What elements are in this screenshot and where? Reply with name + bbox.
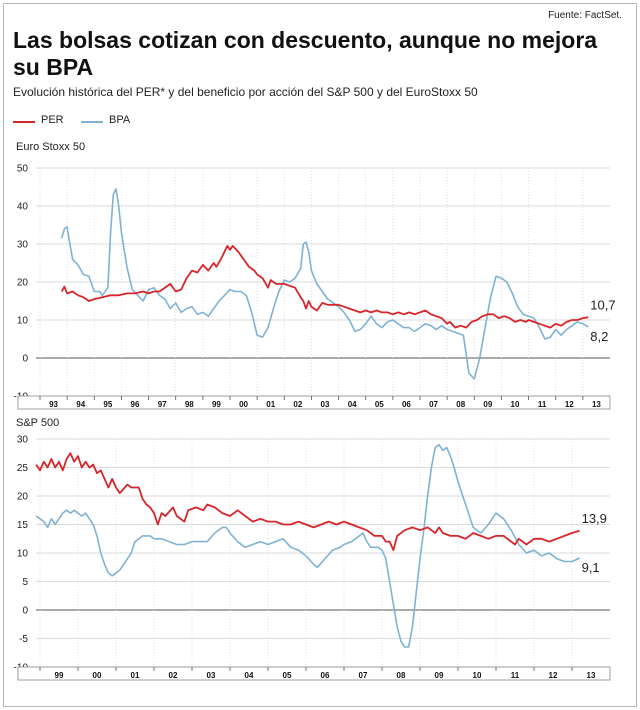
y-tick-label-sp500: 25 <box>17 463 29 474</box>
y-tick-label-sp500: -5 <box>19 634 28 645</box>
y-tick-label-sp500: 20 <box>17 492 29 503</box>
x-tick-label-sp500: 03 <box>207 671 216 680</box>
chart-subtitle: Evolución histórica del PER* y del benef… <box>13 85 478 99</box>
x-tick-label-sp500: 06 <box>321 671 330 680</box>
x-tick-label-eurostoxx: 09 <box>483 400 492 409</box>
x-tick-label-eurostoxx: 95 <box>103 400 112 409</box>
x-tick-label-sp500: 10 <box>473 671 482 680</box>
x-tick-label-eurostoxx: 12 <box>565 400 574 409</box>
infographic-frame <box>3 3 637 707</box>
series-line-per-eurostoxx <box>60 245 589 329</box>
x-tick-label-sp500: 00 <box>93 671 102 680</box>
x-tick-label-eurostoxx: 93 <box>49 400 58 409</box>
x-tick-label-eurostoxx: 99 <box>212 400 221 409</box>
x-tick-label-eurostoxx: 03 <box>321 400 330 409</box>
x-tick-label-eurostoxx: 08 <box>456 400 465 409</box>
x-tick-label-sp500: 13 <box>587 671 596 680</box>
x-tick-label-sp500: 99 <box>55 671 64 680</box>
x-tick-label-sp500: 12 <box>549 671 558 680</box>
x-tick-label-sp500: 09 <box>435 671 444 680</box>
legend-label-per: PER <box>41 114 64 126</box>
y-tick-label-sp500: 30 <box>17 435 29 446</box>
x-tick-label-sp500: 08 <box>397 671 406 680</box>
series-line-per-sp500 <box>35 452 580 551</box>
x-tick-label-eurostoxx: 10 <box>511 400 520 409</box>
x-tick-label-sp500: 01 <box>131 671 140 680</box>
x-tick-label-sp500: 04 <box>245 671 254 680</box>
x-tick-label-eurostoxx: 07 <box>429 400 438 409</box>
legend-label-bpa: BPA <box>109 114 131 126</box>
x-tick-label-eurostoxx: 94 <box>76 400 85 409</box>
y-tick-label-sp500: 5 <box>22 577 28 588</box>
x-tick-label-eurostoxx: 98 <box>185 400 194 409</box>
panel-title-sp500: S&P 500 <box>16 417 59 429</box>
x-tick-label-eurostoxx: 11 <box>538 400 547 409</box>
chart-title: Las bolsas cotizan con descuento, aunque… <box>13 27 598 80</box>
x-tick-label-sp500: 02 <box>169 671 178 680</box>
y-tick-label-sp500: 10 <box>17 549 29 560</box>
end-label-bpa-eurostoxx: 8,2 <box>590 329 608 344</box>
x-tick-label-sp500: 07 <box>359 671 368 680</box>
x-axis-band-sp500 <box>17 666 611 681</box>
end-label-per-sp500: 13,9 <box>582 511 607 526</box>
y-tick-label-eurostoxx: 40 <box>17 202 29 213</box>
y-tick-label-eurostoxx: 20 <box>17 278 29 289</box>
y-tick-label-eurostoxx: 0 <box>22 354 28 365</box>
x-tick-label-eurostoxx: 06 <box>402 400 411 409</box>
y-tick-label-eurostoxx: 10 <box>17 316 29 327</box>
y-tick-label-sp500: 15 <box>17 520 29 531</box>
x-tick-label-sp500: 11 <box>511 671 520 680</box>
legend-swatch-per <box>13 121 35 123</box>
x-tick-label-eurostoxx: 04 <box>348 400 357 409</box>
y-tick-label-sp500: 0 <box>22 606 28 617</box>
series-line-bpa-eurostoxx <box>60 188 589 380</box>
x-tick-label-eurostoxx: 96 <box>131 400 140 409</box>
y-tick-label-eurostoxx: 50 <box>17 164 29 175</box>
y-tick-label-eurostoxx: 30 <box>17 240 29 251</box>
x-tick-label-eurostoxx: 13 <box>592 400 601 409</box>
end-label-bpa-sp500: 9,1 <box>582 560 600 575</box>
x-tick-label-eurostoxx: 02 <box>293 400 302 409</box>
legend-swatch-bpa <box>81 121 103 123</box>
x-tick-label-eurostoxx: 00 <box>239 400 248 409</box>
series-line-bpa-sp500 <box>35 443 580 648</box>
x-tick-label-eurostoxx: 05 <box>375 400 384 409</box>
x-tick-label-sp500: 05 <box>283 671 292 680</box>
panel-title-eurostoxx: Euro Stoxx 50 <box>16 141 85 153</box>
x-tick-label-eurostoxx: 01 <box>266 400 275 409</box>
x-axis-band-eurostoxx <box>17 395 611 410</box>
x-tick-label-eurostoxx: 97 <box>158 400 167 409</box>
end-label-per-eurostoxx: 10,7 <box>590 297 615 312</box>
source-note: Fuente: FactSet. <box>548 10 622 21</box>
